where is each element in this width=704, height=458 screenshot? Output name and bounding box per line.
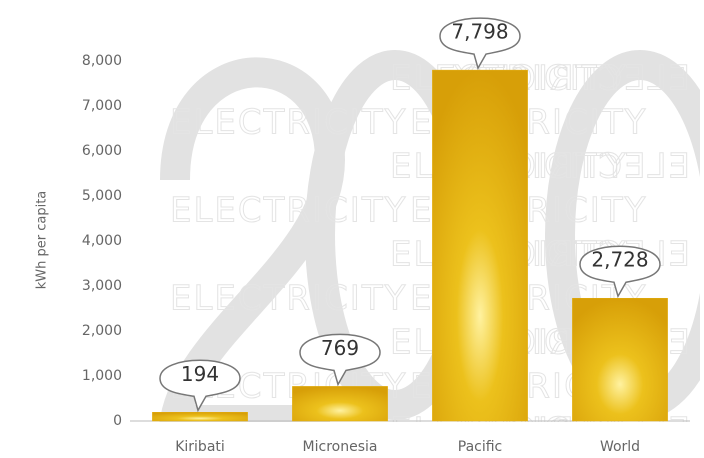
callout xyxy=(159,359,241,413)
y-tick-label: 8,000 xyxy=(82,53,122,69)
y-tick-label: 6,000 xyxy=(82,143,122,159)
y-tick-label: 0 xyxy=(113,413,122,429)
x-tick-label: Pacific xyxy=(458,439,503,455)
callout xyxy=(579,245,661,299)
bar xyxy=(432,69,528,422)
y-tick-label: 2,000 xyxy=(82,323,122,339)
y-tick-label: 4,000 xyxy=(82,233,122,249)
bar xyxy=(572,297,668,422)
watermark-text: ELECTRICITY xyxy=(170,191,407,231)
bar xyxy=(152,412,248,422)
watermark-text: ELECTRICITY xyxy=(170,103,407,143)
value-label: 194 xyxy=(181,362,219,386)
y-tick-label: 3,000 xyxy=(82,278,122,294)
y-tick-label: 7,000 xyxy=(82,98,122,114)
value-label: 7,798 xyxy=(451,20,508,44)
value-label: 769 xyxy=(321,336,359,360)
callout xyxy=(299,333,381,387)
value-label: 2,728 xyxy=(591,248,648,272)
x-tick-label: Micronesia xyxy=(303,439,378,455)
callout xyxy=(439,17,521,71)
bar xyxy=(292,386,388,422)
y-axis-label: kWh per capita xyxy=(35,191,50,290)
x-tick-label: Kiribati xyxy=(175,439,225,455)
watermark-text: ELECTRICITY xyxy=(170,279,407,319)
y-tick-label: 5,000 xyxy=(82,188,122,204)
y-tick-label: 1,000 xyxy=(82,368,122,384)
x-tick-label: World xyxy=(600,439,640,455)
